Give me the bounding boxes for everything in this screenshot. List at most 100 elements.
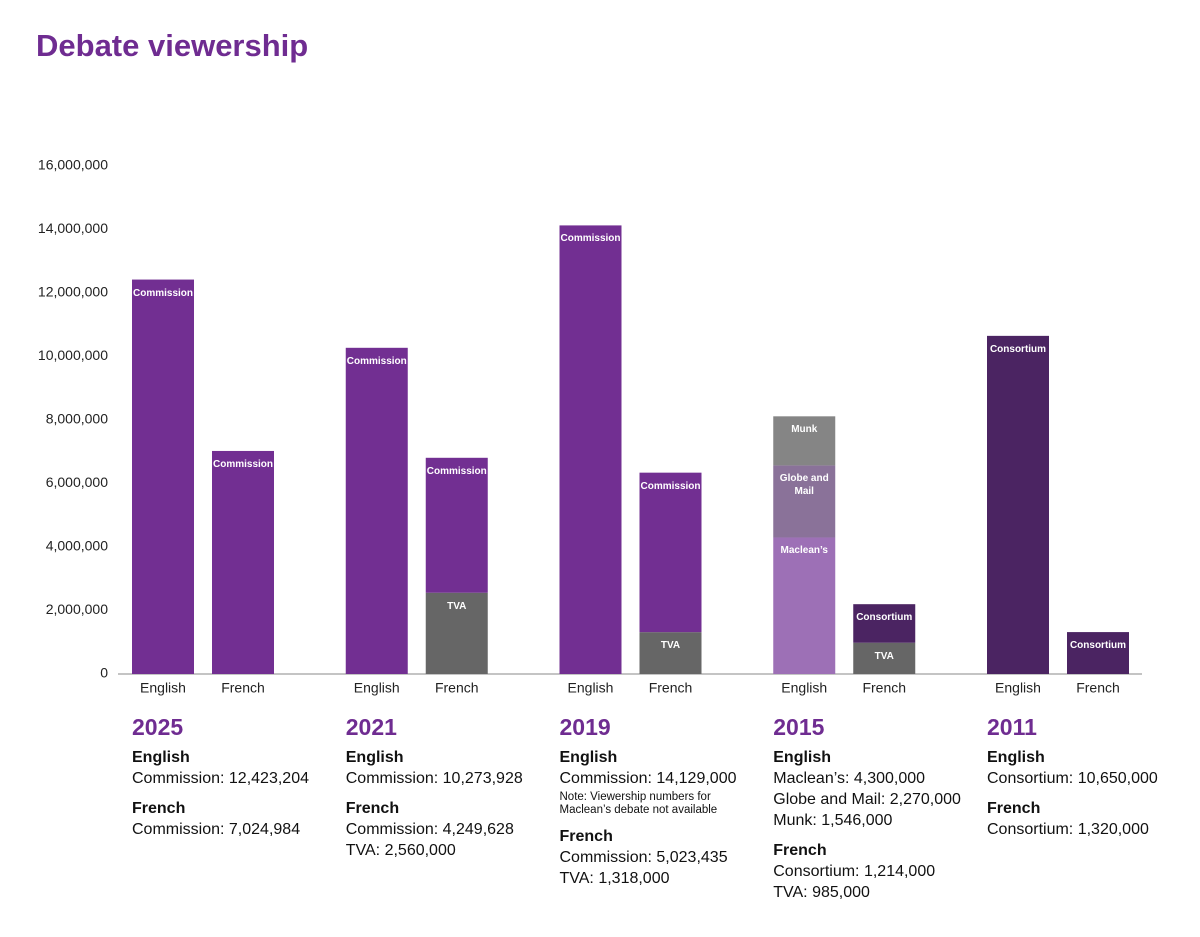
- language-heading: English: [132, 749, 190, 766]
- segment-label: Consortium: [856, 612, 913, 624]
- gap: [560, 817, 765, 826]
- x-tick-label: English: [995, 680, 1041, 696]
- segment-label: Globe and Mail: [779, 473, 829, 498]
- segment-label-box: TVA: [874, 650, 894, 662]
- chart-title: Debate viewership: [36, 28, 309, 63]
- year-block: 2021 English Commission: 10,273,928 French C…: [346, 714, 551, 861]
- value-label: Commission: 14,129,000: [559, 770, 737, 787]
- y-tick-label: 16,000,000: [38, 157, 108, 173]
- segment-label: Commission: [640, 480, 701, 492]
- y-tick-label: 8,000,000: [46, 411, 108, 427]
- y-tick-label: 12,000,000: [38, 284, 108, 300]
- x-tick-label: French: [221, 680, 265, 696]
- segment-label-box: Commission: [560, 233, 620, 244]
- bar-segment: [345, 347, 408, 674]
- x-tick-label: English: [568, 680, 614, 696]
- year-label: 2019: [559, 714, 611, 740]
- value-label: TVA: 2,560,000: [345, 842, 456, 859]
- value-label: Commission: 12,423,204: [132, 770, 309, 787]
- segment-label-box: Munk: [791, 424, 817, 435]
- language-heading: English: [345, 749, 404, 766]
- year-label: 2025: [132, 714, 184, 740]
- year-label: 2011: [987, 714, 1037, 740]
- gap: [987, 789, 1192, 798]
- bar-segment: [773, 465, 836, 538]
- segment-label: Maclean’s: [780, 545, 828, 557]
- gap: [346, 789, 551, 798]
- bar-segment: [853, 642, 916, 674]
- gap: [132, 789, 337, 798]
- bar-segment: [853, 604, 916, 643]
- language-heading: French: [345, 800, 400, 817]
- bar-segment: [639, 632, 702, 674]
- bar-segment: [773, 537, 836, 674]
- bar-segment: [132, 279, 194, 674]
- value-label: Munk: 1,546,000: [773, 812, 893, 829]
- year-block: 2015 English Maclean’s: 4,300,000 Globe and…: [773, 714, 978, 903]
- y-tick-label: 10,000,000: [38, 347, 108, 363]
- bar-segment: [425, 457, 488, 593]
- value-label: Commission: 5,023,435: [559, 849, 728, 866]
- segment-label-box: TVA: [447, 600, 467, 612]
- value-label: Maclean’s: 4,300,000: [773, 770, 926, 787]
- y-tick-label: 2,000,000: [46, 601, 108, 617]
- segment-label-box: Commission: [132, 287, 193, 299]
- value-label: Consortium: 10,650,000: [987, 770, 1158, 787]
- x-tick-label: English: [354, 680, 400, 696]
- segment-label-box: Consortium: [856, 612, 913, 624]
- year-label: 2021: [345, 714, 397, 740]
- segment-label: Commission: [426, 465, 487, 477]
- value-label: TVA: 1,318,000: [559, 870, 670, 887]
- x-tick-label: French: [1076, 680, 1120, 696]
- value-label: Commission: 7,024,984: [132, 821, 301, 838]
- bar-segment: [639, 472, 702, 633]
- bar-segment: [425, 592, 488, 674]
- year-block: 2011 English Consortium: 10,650,000 French C…: [987, 714, 1192, 840]
- segment-label: Commission: [212, 458, 273, 470]
- segment-label: TVA: [874, 650, 894, 662]
- segment-label-box: Maclean’s: [780, 545, 828, 557]
- value-label: Commission: 10,273,928: [345, 770, 523, 787]
- segment-label: Consortium: [989, 343, 1047, 355]
- bar-segment: [559, 225, 622, 675]
- segment-label-box: TVA: [660, 640, 681, 652]
- segment-label-box: Commission: [426, 465, 487, 477]
- segment-label: Consortium: [1069, 640, 1127, 652]
- x-tick-label: French: [435, 680, 479, 696]
- language-heading: English: [987, 749, 1045, 766]
- segment-label: Commission: [132, 287, 193, 299]
- x-tick-label: French: [649, 680, 693, 696]
- y-tick-label: 0: [100, 665, 108, 681]
- language-heading: English: [773, 749, 832, 766]
- value-label: Globe and Mail: 2,270,000: [773, 791, 961, 808]
- segment-label: TVA: [447, 600, 467, 612]
- segment-label: TVA: [660, 640, 681, 652]
- year-label: 2015: [773, 714, 825, 740]
- value-label: Commission: 4,249,628: [345, 821, 514, 838]
- year-block: 2019 English Commission: 14,129,000 Note: V…: [560, 714, 765, 889]
- value-label: Consortium: 1,320,000: [987, 821, 1149, 838]
- bar-segment: [773, 416, 836, 466]
- segment-label-box: Globe and Mail: [779, 473, 829, 498]
- segment-label-box: Consortium: [989, 343, 1047, 355]
- segment-label-box: Commission: [640, 480, 701, 492]
- language-heading: English: [559, 749, 618, 766]
- x-tick-label: English: [781, 680, 827, 696]
- value-label: Consortium: 1,214,000: [773, 863, 936, 880]
- segment-label-box: Commission: [346, 355, 407, 367]
- bar-segment: [987, 335, 1049, 674]
- language-heading: French: [132, 800, 186, 817]
- language-heading: French: [559, 828, 613, 845]
- segment-label-box: Commission: [212, 458, 273, 470]
- x-tick-label: French: [862, 680, 906, 696]
- note: Note: Viewership numbers for Maclean’s d…: [559, 791, 718, 816]
- bar-segment: [1067, 632, 1129, 674]
- bar-segment: [212, 450, 274, 674]
- x-tick-label: English: [140, 680, 186, 696]
- language-heading: French: [987, 800, 1041, 817]
- y-tick-label: 14,000,000: [38, 220, 108, 236]
- segment-label: Commission: [346, 355, 407, 367]
- y-tick-label: 4,000,000: [46, 538, 108, 554]
